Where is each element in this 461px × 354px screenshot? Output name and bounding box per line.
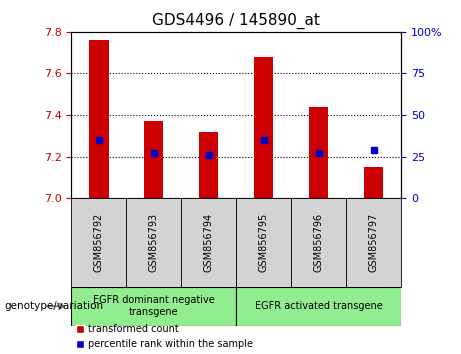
Text: GSM856792: GSM856792 [94, 213, 104, 272]
Title: GDS4496 / 145890_at: GDS4496 / 145890_at [152, 13, 320, 29]
Text: GSM856795: GSM856795 [259, 213, 269, 272]
Bar [254, 57, 273, 198]
Legend: transformed count, percentile rank within the sample: transformed count, percentile rank withi… [77, 324, 253, 349]
Bar [181, 198, 236, 287]
Bar [364, 167, 383, 198]
Text: GSM856796: GSM856796 [313, 213, 324, 272]
Bar [236, 287, 401, 326]
Bar [236, 198, 291, 287]
Bar [309, 107, 328, 198]
Text: GSM856797: GSM856797 [369, 213, 378, 272]
Bar [71, 287, 236, 326]
Bar [89, 40, 108, 198]
Text: EGFR activated transgene: EGFR activated transgene [255, 301, 383, 311]
Bar [346, 198, 401, 287]
Bar [199, 132, 219, 198]
Bar [126, 198, 181, 287]
Text: genotype/variation: genotype/variation [5, 301, 104, 311]
Bar [71, 198, 126, 287]
Bar [144, 121, 164, 198]
Text: GSM856793: GSM856793 [149, 213, 159, 272]
Text: EGFR dominant negative
transgene: EGFR dominant negative transgene [93, 295, 215, 317]
Text: GSM856794: GSM856794 [204, 213, 214, 272]
Bar [291, 198, 346, 287]
